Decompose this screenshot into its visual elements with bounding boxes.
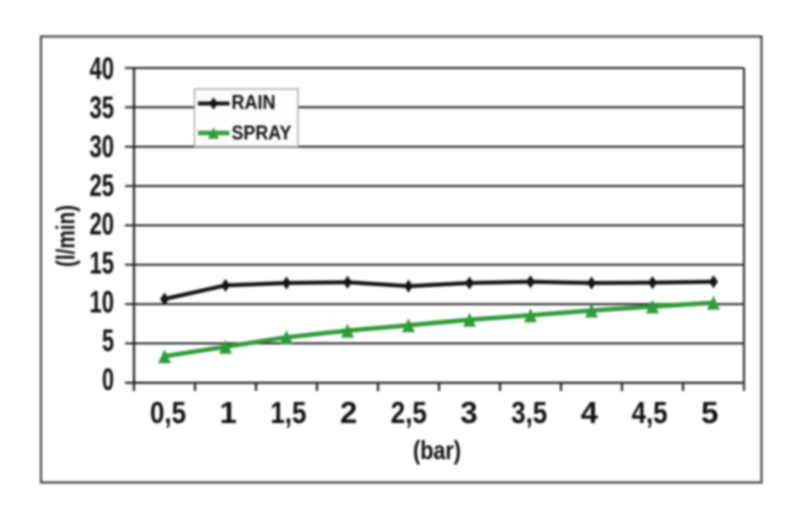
svg-text:RAIN: RAIN — [232, 92, 276, 114]
svg-text:35: 35 — [90, 89, 115, 125]
svg-text:1,5: 1,5 — [270, 395, 306, 430]
svg-text:2: 2 — [340, 395, 357, 430]
svg-text:0,5: 0,5 — [150, 395, 186, 430]
svg-text:5: 5 — [701, 395, 718, 430]
svg-text:4,5: 4,5 — [632, 395, 668, 430]
svg-text:3: 3 — [460, 395, 477, 430]
svg-text:1: 1 — [220, 395, 237, 430]
svg-text:25: 25 — [90, 167, 115, 203]
svg-text:30: 30 — [90, 128, 115, 164]
svg-text:3,5: 3,5 — [511, 395, 547, 430]
svg-text:4: 4 — [581, 395, 599, 430]
svg-text:40: 40 — [90, 50, 115, 86]
svg-text:15: 15 — [90, 245, 115, 281]
svg-text:10: 10 — [90, 283, 115, 319]
svg-text:(l/min): (l/min) — [51, 205, 81, 267]
svg-text:SPRAY: SPRAY — [232, 123, 293, 145]
svg-text:2,5: 2,5 — [391, 395, 427, 430]
svg-text:(bar): (bar) — [413, 435, 461, 465]
svg-text:0: 0 — [102, 361, 114, 397]
svg-text:20: 20 — [90, 206, 115, 242]
svg-text:5: 5 — [102, 322, 114, 358]
